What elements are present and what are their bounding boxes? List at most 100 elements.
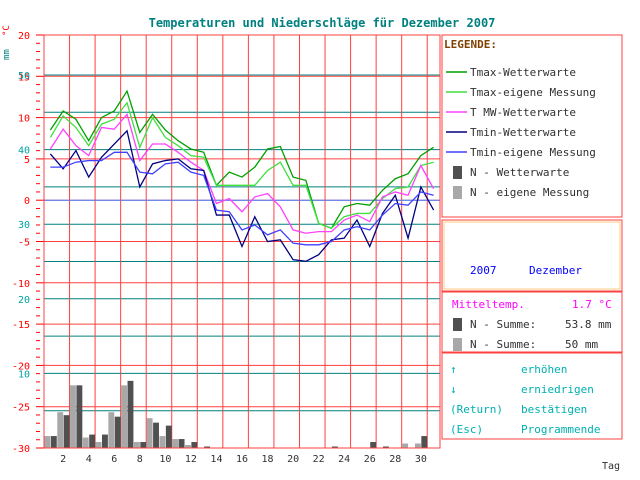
precip-bar	[165, 425, 172, 448]
control-hints: ↑ erhöhen ↓ erniedrigen (Return) bestätigen (E…	[450, 363, 600, 436]
precip-bar	[76, 385, 83, 448]
temp-tick-label: 20	[18, 31, 30, 42]
temp-tick-label: -10	[12, 279, 30, 290]
legend-label: N - Wetterwarte	[470, 166, 569, 179]
precip-bar	[108, 412, 115, 448]
precip-bar	[172, 439, 179, 448]
control-key: (Esc)	[450, 423, 483, 436]
day-tick-label: 12	[185, 454, 197, 465]
plot-frame	[43, 34, 441, 449]
period-year[interactable]: 2007	[470, 264, 497, 277]
series-line	[49, 101, 434, 230]
precip-bar	[44, 436, 51, 448]
legend-panel: LEGENDE: Tmax-Wetterwarte Tmax-eigene Mes…	[441, 34, 623, 218]
series-line	[49, 129, 435, 262]
n-sum-eigen-label: N - Summe:	[470, 338, 536, 351]
precip-bar	[146, 418, 153, 448]
day-tick-label: 14	[210, 454, 222, 465]
series-line	[49, 112, 435, 234]
precip-bar	[331, 446, 338, 448]
precip-bar	[82, 437, 89, 448]
day-tick-label: 26	[364, 454, 376, 465]
control-label: Programmende	[521, 423, 600, 436]
n-sum-ww-label: N - Summe:	[470, 318, 536, 331]
precip-bar	[121, 385, 128, 448]
control-key: (Return)	[450, 403, 503, 416]
day-tick-label: 30	[415, 454, 427, 465]
precip-bar	[204, 446, 211, 448]
day-tick-labels: 2 4 6 8 10 12 14 16 18 20 22 24 26 28 30	[60, 454, 427, 465]
precip-bar	[57, 412, 64, 448]
precip-bar	[133, 442, 140, 448]
day-tick-label: 10	[159, 454, 171, 465]
precip-tick-label: 10	[18, 369, 30, 380]
precip-bar	[178, 439, 185, 448]
temp-tick-label: 15	[18, 72, 30, 83]
day-tick-label: 24	[338, 454, 350, 465]
control-key: ↓	[450, 383, 457, 396]
x-unit-label: Tag	[602, 461, 620, 472]
precip-gridlines	[44, 74, 440, 449]
precip-bar	[414, 443, 421, 448]
n-eigen-swatch	[453, 338, 462, 351]
precip-bar	[383, 446, 389, 448]
mean-temp-value: 1.7 °C	[572, 298, 612, 311]
precip-bar	[140, 442, 147, 448]
temp-tick-label: -25	[12, 403, 30, 414]
precip-bar	[101, 434, 108, 448]
mean-temp-label: Mitteltemp.	[452, 298, 525, 311]
control-label: bestätigen	[521, 403, 587, 416]
day-tick-label: 18	[262, 454, 274, 465]
legend-label: N - eigene Messung	[470, 186, 589, 199]
chart-title: Temperaturen und Niederschläge für Dezem…	[149, 16, 496, 30]
temp-tick-label: -20	[12, 361, 30, 372]
precip-bar	[159, 436, 166, 448]
temp-tick-label: -15	[12, 320, 30, 331]
precip-bar	[89, 434, 96, 448]
precip-bar	[127, 380, 134, 448]
precip-bar	[185, 445, 191, 448]
legend-heading: LEGENDE:	[444, 38, 497, 51]
precip-bar	[153, 422, 159, 448]
precip-bar	[402, 443, 409, 448]
precip-bar	[70, 385, 76, 448]
legend-label: Tmin-eigene Messung	[470, 146, 596, 159]
legend-items: Tmax-Wetterwarte Tmax-eigene Messung T MW-…	[446, 66, 596, 199]
precip-bar	[95, 442, 102, 448]
legend-label: T MW-Wetterwarte	[470, 106, 576, 119]
precip-bar	[114, 416, 121, 448]
temp-tick-label: 5	[24, 155, 30, 166]
period-panel[interactable]: 2007 Dezember	[441, 219, 623, 292]
precip-bar	[191, 442, 198, 448]
day-tick-label: 22	[313, 454, 325, 465]
series-line	[50, 151, 434, 246]
precip-tick-label: 20	[18, 295, 30, 306]
stats-panel: Mitteltemp. 1.7 °C N - Summe: 53.8 mm N …	[441, 291, 623, 353]
precip-tick-label: 50	[18, 71, 30, 82]
temp-unit-label: °C	[2, 25, 12, 36]
temp-tick-label: -5	[18, 238, 30, 249]
temp-gridlines	[43, 34, 440, 449]
legend-label: Tmax-eigene Messung	[470, 86, 596, 99]
precip-bar	[63, 415, 70, 448]
period-month[interactable]: Dezember	[529, 264, 582, 277]
precip-bars	[44, 380, 428, 448]
precip-tick-label: 40	[18, 146, 30, 157]
legend-label: Tmax-Wetterwarte	[470, 66, 576, 79]
temp-tick-label: 10	[18, 114, 30, 125]
precip-bar	[421, 436, 428, 448]
legend-bar-swatch	[453, 166, 462, 179]
day-tick-label: 4	[86, 454, 92, 465]
day-tick-label: 28	[389, 454, 401, 465]
n-ww-swatch	[453, 318, 462, 331]
temperature-lines	[49, 89, 435, 262]
n-sum-eigen-value: 50 mm	[565, 338, 598, 351]
day-tick-label: 16	[236, 454, 248, 465]
precip-tick-label: 30	[18, 220, 30, 231]
temp-tick-label: 0	[24, 196, 30, 207]
control-label: erniedrigen	[521, 383, 594, 396]
day-tick-label: 6	[111, 454, 117, 465]
legend-bar-swatch	[453, 186, 462, 199]
